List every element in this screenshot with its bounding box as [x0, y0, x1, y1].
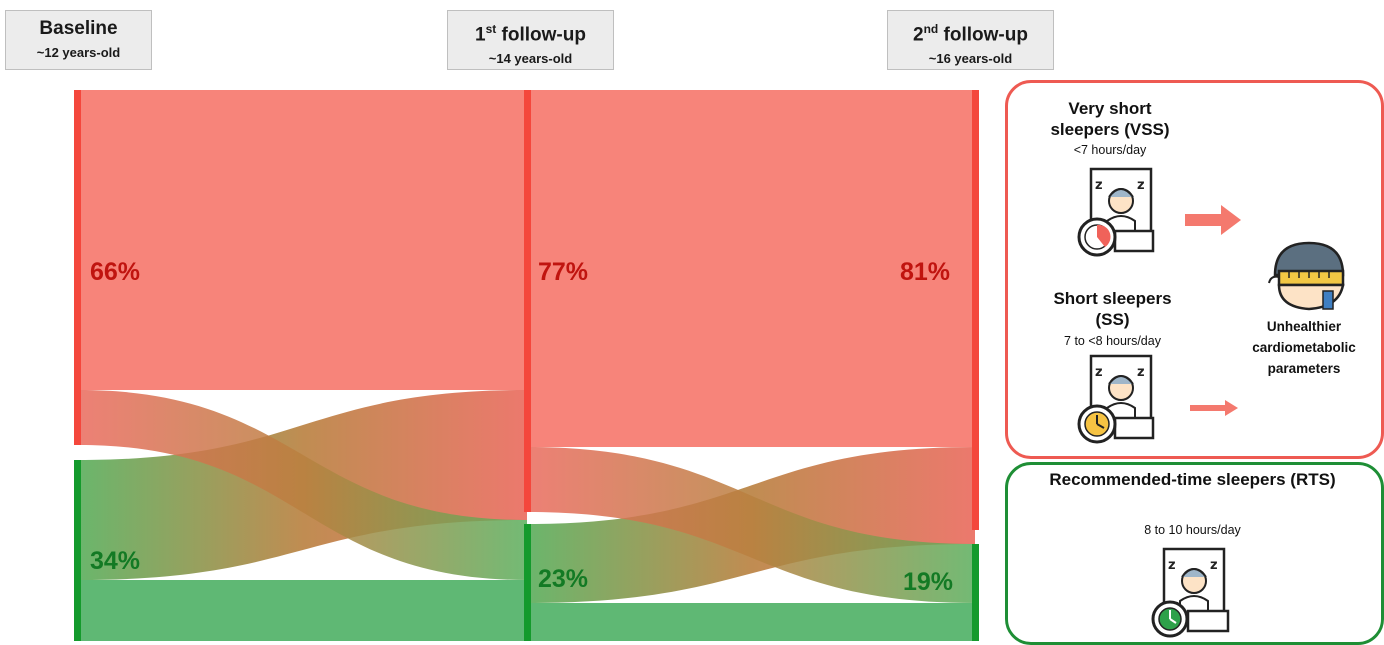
vss-hours: <7 hours/day: [1073, 143, 1147, 157]
timepoint-followup-2: 2nd follow-up ~16 years-old: [887, 10, 1054, 70]
flow-short-to-short-2: [527, 90, 975, 447]
svg-text:z: z: [1210, 558, 1218, 573]
node-fu1-rec: [524, 524, 531, 641]
pct-fu1-rec: 23%: [538, 565, 589, 593]
vss-title: Very short sleepers (VSS): [1050, 99, 1170, 139]
sleeping-person-yellow-clock-icon: z z: [1077, 354, 1155, 444]
svg-text:z: z: [1137, 365, 1145, 380]
node-fu2-short: [972, 90, 979, 530]
timepoint-followup-1: 1st follow-up ~14 years-old: [447, 10, 614, 70]
ss-hours: 7 to <8 hours/day: [1064, 334, 1161, 348]
timepoint-age: ~12 years-old: [36, 45, 121, 60]
svg-text:z: z: [1168, 558, 1176, 573]
timepoint-baseline: Baseline ~12 years-old: [5, 10, 152, 70]
svg-text:z: z: [1095, 178, 1103, 193]
rts-hours: 8 to 10 hours/day: [1144, 523, 1241, 537]
timepoint-title: 2nd follow-up: [913, 22, 1028, 46]
node-baseline-rec: [74, 460, 81, 641]
flow-rec-to-rec-2: [527, 603, 975, 641]
pct-fu1-short: 77%: [538, 258, 589, 286]
measured-waist-person-icon: [1268, 241, 1345, 311]
pct-fu2-short: 81%: [900, 258, 951, 286]
ss-title: Short sleepers (SS): [1053, 289, 1172, 329]
node-fu2-rec: [972, 544, 979, 641]
timepoint-age: ~16 years-old: [928, 51, 1013, 67]
pct-baseline-rec: 34%: [90, 547, 141, 575]
outcome-label: Unhealthier cardiometabolic parameters: [1252, 319, 1356, 376]
svg-text:z: z: [1137, 178, 1145, 193]
arrow-ss-icon: [1190, 400, 1238, 416]
flow-short-to-rec-1: [79, 390, 527, 580]
svg-text:z: z: [1095, 365, 1103, 380]
sleeping-person-red-clock-icon: z z: [1077, 167, 1155, 257]
pct-fu2-rec: 19%: [903, 568, 954, 596]
timepoint-title: 1st follow-up: [475, 22, 586, 46]
pct-baseline-short: 66%: [90, 258, 141, 286]
node-baseline-short: [74, 90, 81, 445]
flow-rec-to-rec-1: [79, 580, 527, 641]
rts-title: Recommended-time sleepers (RTS): [1049, 470, 1336, 489]
flow-short-to-short-1: [79, 90, 527, 390]
arrow-vss-icon: [1185, 205, 1241, 235]
flow-short-to-rec-2: [527, 447, 975, 603]
timepoint-age: ~14 years-old: [488, 51, 573, 67]
node-fu1-short: [524, 90, 531, 512]
sleeping-person-green-clock-icon: z z: [1151, 547, 1230, 638]
timepoint-title: Baseline: [39, 18, 118, 39]
